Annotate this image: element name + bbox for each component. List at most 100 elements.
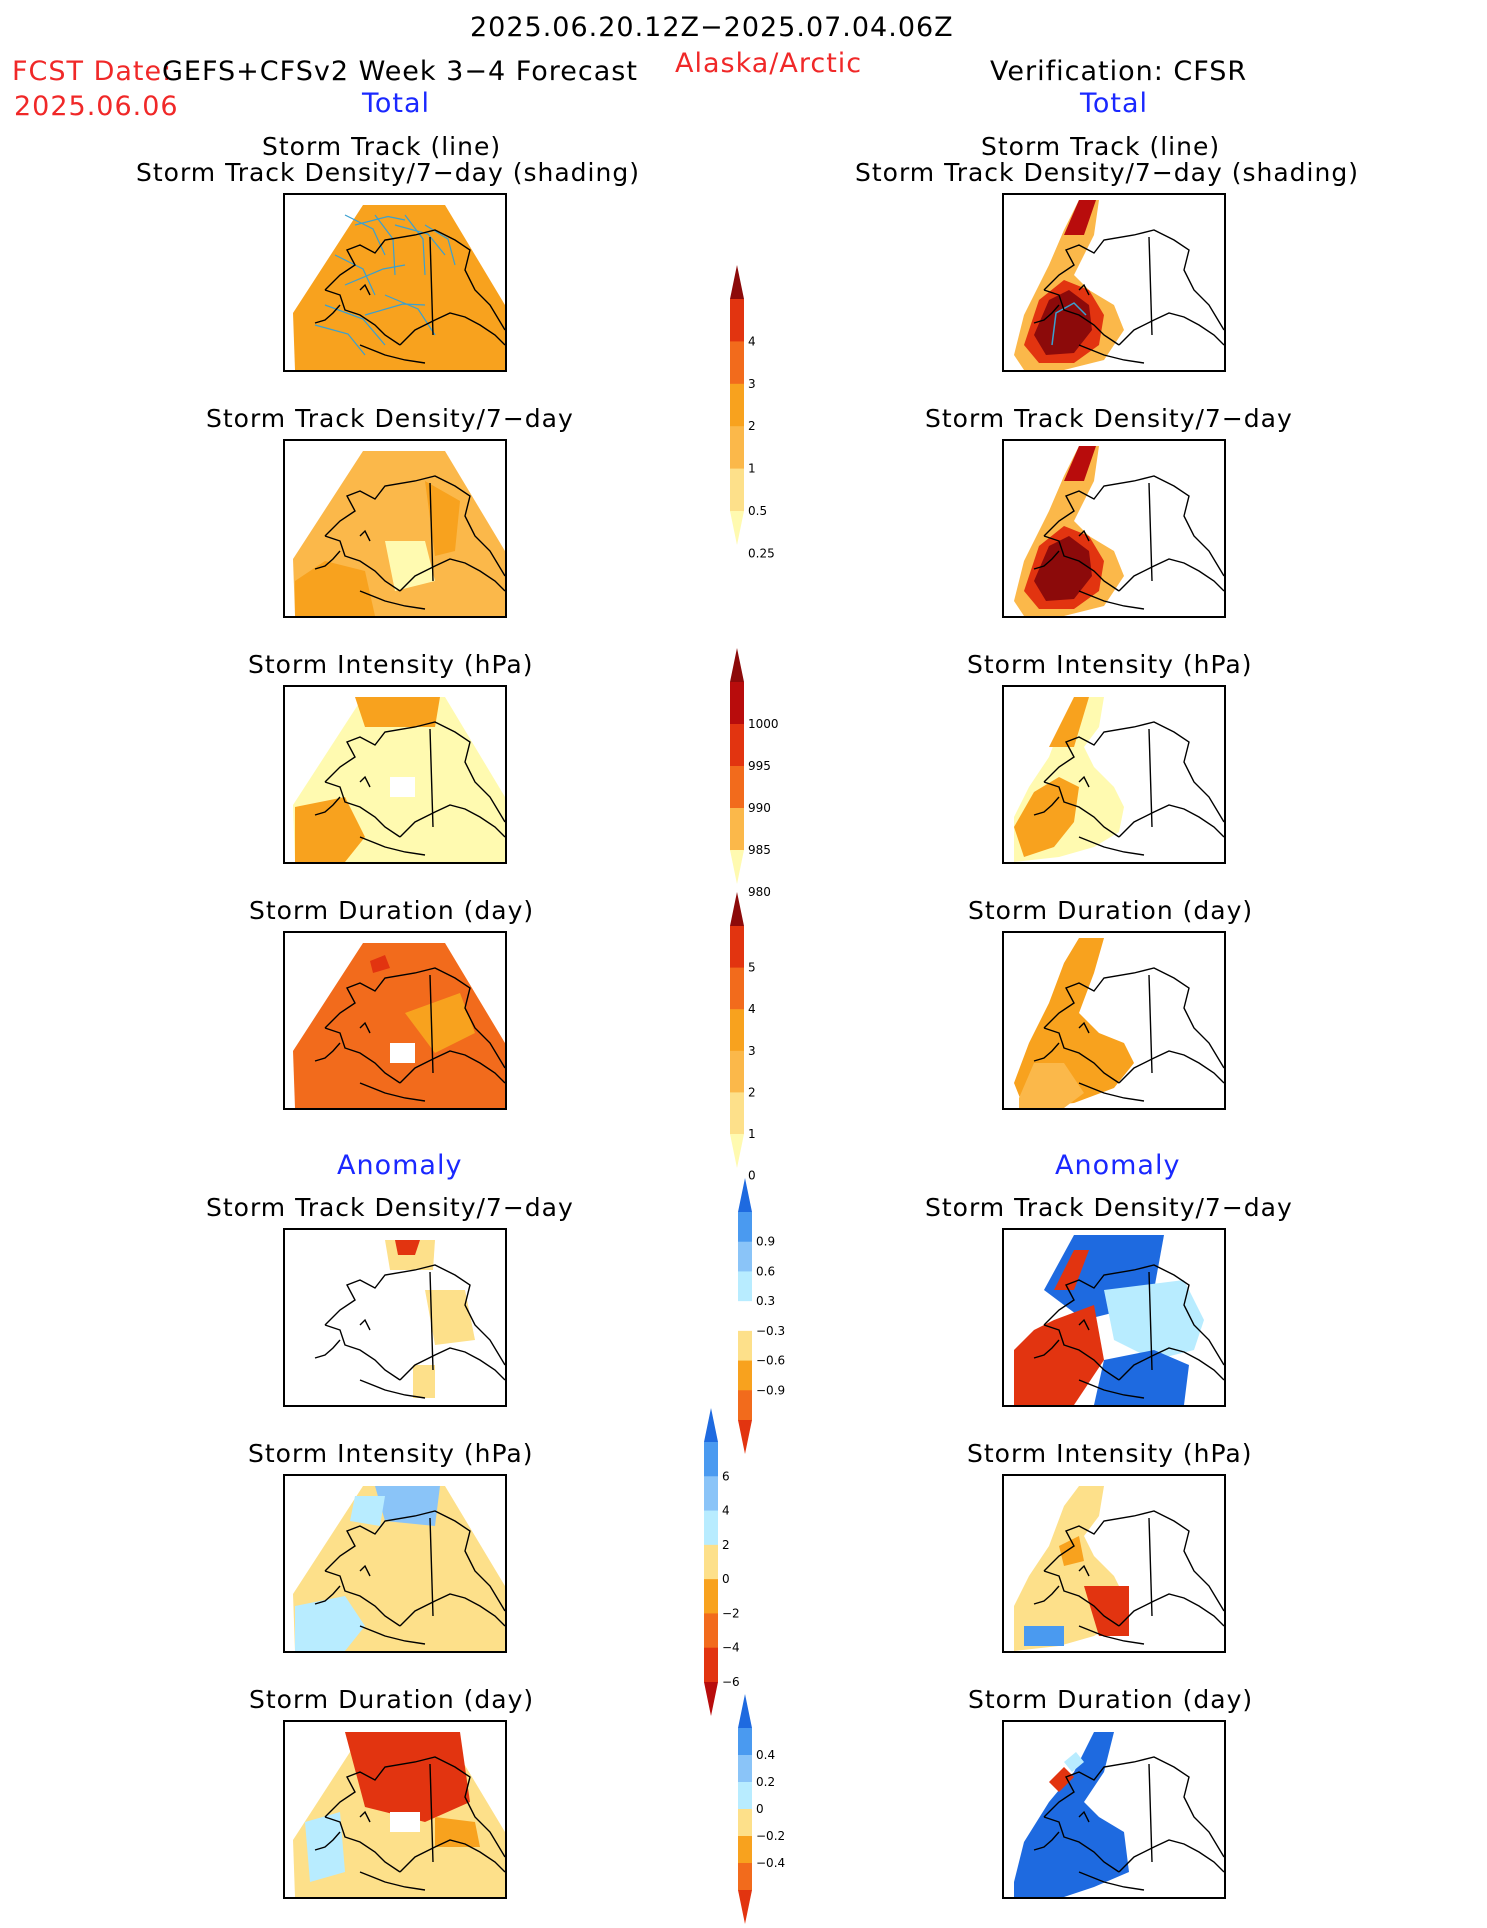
colorbar-box: [704, 1544, 718, 1580]
storm-track: [314, 324, 366, 356]
coastline-path: [324, 1264, 505, 1399]
colorbar-density: 4 3 2 1 0.5 0.25: [726, 265, 786, 560]
shade-region: [425, 1290, 475, 1345]
coastline: [314, 1510, 505, 1645]
colorbar-tick-label: 5: [748, 961, 756, 975]
colorbar-tick-label: 2: [748, 419, 756, 433]
coastline: [314, 1756, 505, 1891]
colorbar-tick-label: 985: [748, 843, 771, 857]
shade-region: [1094, 1350, 1189, 1405]
colorbar-box: [738, 1301, 752, 1332]
shade-region: [1024, 1626, 1064, 1646]
shade-region: [1014, 1732, 1129, 1897]
colorbar-tick-label: 2: [722, 1538, 730, 1552]
fcst-date: 2025.06.06: [14, 91, 179, 122]
colorbar-box: [730, 724, 744, 767]
region-title: Alaska/Arctic: [675, 48, 863, 79]
colorbar-tick-label: −0.4: [756, 1856, 785, 1870]
border-line: [429, 1517, 434, 1617]
colorbar-box: [704, 1647, 718, 1683]
border-line: [429, 974, 434, 1074]
coastline-path: [1043, 475, 1224, 610]
left-density-title: Storm Track Density/7−day: [206, 404, 574, 433]
island-path: [1033, 775, 1090, 816]
colorbar-duration: 5 4 3 2 1 0: [726, 892, 786, 1183]
map-left-track: [283, 193, 507, 372]
colorbar-box: [738, 1836, 752, 1864]
colorbar-tick-label: −0.9: [756, 1383, 785, 1397]
colorbar-tick-label: −4: [722, 1641, 740, 1655]
left-density-anom-title: Storm Track Density/7−day: [206, 1193, 574, 1222]
shade-region: [1049, 697, 1089, 747]
colorbar-tick-label: 0.9: [756, 1235, 775, 1249]
shade-region: [1104, 1280, 1204, 1360]
colorbar-box: [738, 1241, 752, 1272]
shade-region: [1084, 1586, 1129, 1636]
map-left-duration-anom: [283, 1720, 507, 1899]
coastline-path: [1043, 1756, 1224, 1891]
shade-region: [395, 1240, 420, 1255]
shade-region: [295, 561, 375, 616]
colorbar-extend-top: [738, 1694, 752, 1728]
colorbar-intensity-anom: 6 4 2 0 −2 −4 −6: [700, 1408, 760, 1716]
colorbar-box: [730, 1009, 744, 1052]
coastline-path: [1043, 1510, 1224, 1645]
storm-track: [324, 304, 386, 346]
shade-region: [295, 1596, 365, 1651]
shade-region: [390, 777, 415, 797]
colorbar-box: [730, 341, 744, 385]
island-path: [314, 1810, 371, 1851]
colorbar-box: [704, 1579, 718, 1614]
colorbar-tick-label: 0.2: [756, 1775, 775, 1789]
colorbar-box: [730, 426, 744, 470]
island-path: [314, 1021, 371, 1062]
shade-region: [413, 1365, 435, 1398]
colorbar-intensity: 1000 995 990 985 980: [726, 648, 786, 899]
shade-region: [1064, 1752, 1084, 1772]
coastline-path: [324, 967, 505, 1102]
left-intensity-title: Storm Intensity (hPa): [248, 650, 534, 679]
colorbar-box: [738, 1360, 752, 1391]
verification-label: Verification: CFSR: [990, 56, 1248, 87]
colorbar-tick-label: 0.5: [748, 504, 767, 518]
colorbar-tick-label: 6: [722, 1469, 730, 1483]
storm-track: [404, 214, 426, 276]
fcst-model: GEFS+CFSv2 Week 3−4 Forecast: [162, 56, 638, 87]
shade-region: [425, 481, 460, 556]
colorbar-extend-top: [738, 1178, 752, 1212]
island-path: [314, 775, 371, 816]
left-anomaly-label: Anomaly: [337, 1150, 463, 1181]
right-density-anom-title: Storm Track Density/7−day: [925, 1193, 1293, 1222]
map-right-intensity: [1002, 685, 1226, 864]
colorbar-box: [730, 383, 744, 427]
coastline: [1033, 475, 1224, 610]
colorbar-tick-label: 1: [748, 462, 756, 476]
shade-region: [295, 797, 365, 862]
shade-region: [1059, 1536, 1084, 1566]
map-domain: [293, 943, 505, 1108]
colorbar-box: [738, 1330, 752, 1362]
colorbar-box: [730, 766, 744, 809]
colorbar-box: [738, 1390, 752, 1421]
colorbar-extend-bottom: [730, 850, 744, 884]
coastline: [314, 967, 505, 1102]
shade-region: [1019, 1063, 1084, 1108]
colorbar-tick-label: −0.3: [756, 1324, 785, 1338]
colorbar-box: [704, 1442, 718, 1477]
colorbar-tick-label: 0.25: [748, 546, 775, 560]
island-path: [1033, 1318, 1090, 1359]
colorbar-tick-label: 980: [748, 885, 771, 899]
shade-region: [1054, 1250, 1089, 1290]
right-track-line-title: Storm Track (line): [981, 132, 1221, 161]
border-line: [429, 482, 434, 582]
shade-region: [405, 993, 475, 1053]
border-line: [1148, 1763, 1153, 1863]
shade-region: [345, 1732, 470, 1822]
map-right-density-anom: [1002, 1228, 1226, 1407]
coastline-path: [324, 721, 505, 856]
storm-track: [344, 264, 406, 286]
island-path: [314, 1318, 371, 1359]
colorbar-extend-top: [730, 892, 744, 926]
border-line: [1148, 974, 1153, 1074]
border-line: [429, 1763, 434, 1863]
